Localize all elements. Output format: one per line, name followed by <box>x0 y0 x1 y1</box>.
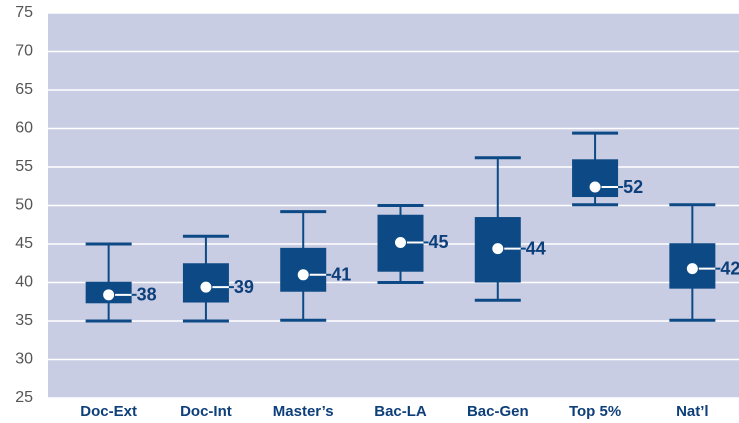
y-tick-label: 45 <box>15 235 33 252</box>
x-tick-label: Top 5% <box>569 403 621 420</box>
y-tick-label: 30 <box>15 351 33 368</box>
mean-dot <box>199 280 213 294</box>
mean-dot <box>685 262 699 276</box>
value-label: 44 <box>526 238 546 258</box>
value-label: 45 <box>429 232 449 252</box>
y-tick-label: 25 <box>15 389 33 406</box>
x-tick-label: Master’s <box>273 403 334 420</box>
y-tick-label: 40 <box>15 274 33 291</box>
value-label: 41 <box>331 265 351 285</box>
mean-dot <box>491 242 505 256</box>
x-tick-label: Bac-LA <box>374 403 427 420</box>
x-tick-label: Bac-Gen <box>467 403 529 420</box>
mean-dot <box>394 235 407 249</box>
x-tick-label: Nat’l <box>676 403 709 420</box>
y-tick-label: 70 <box>15 43 33 60</box>
y-tick-label: 65 <box>15 81 33 98</box>
mean-dot <box>102 288 116 302</box>
y-tick-label: 75 <box>15 4 33 21</box>
y-tick-label: 50 <box>15 197 33 214</box>
y-tick-label: 35 <box>15 312 33 329</box>
y-tick-label: 60 <box>15 120 33 137</box>
mean-dot <box>296 268 310 282</box>
x-tick-label: Doc-Ext <box>80 403 137 420</box>
mean-dot <box>588 180 602 194</box>
value-label: 39 <box>234 277 254 297</box>
value-label: 42 <box>720 258 739 278</box>
value-label: 52 <box>623 177 643 197</box>
value-label: 38 <box>137 285 157 305</box>
x-tick-label: Doc-Int <box>180 403 232 420</box>
y-tick-label: 55 <box>15 158 33 175</box>
